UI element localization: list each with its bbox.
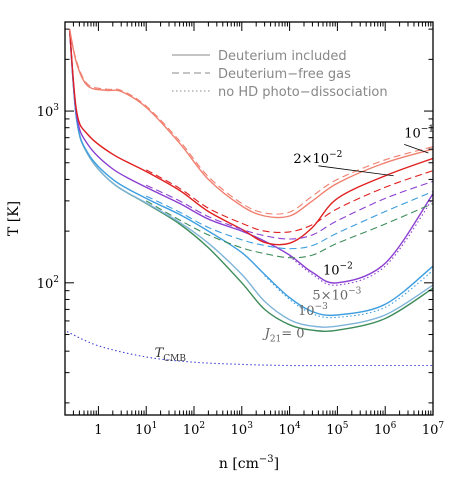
- series-line-8-dashed: [145, 180, 433, 240]
- legend-label: Deuterium included: [218, 49, 347, 64]
- curve-annotation-0: 10−1: [404, 125, 434, 142]
- series-line-2-solid: [68, 29, 433, 317]
- ticks-group: 1 101 102 103 104 105 106 107 102 103: [37, 22, 445, 438]
- annotations-group: 10−1 2×10−2 10−2 5×10−310−3 J21= 0 TCMB: [155, 125, 434, 364]
- x-tick-label: 105: [326, 421, 349, 438]
- series-line-12-dotted: [264, 270, 433, 319]
- series-line-9-dashed: [145, 169, 433, 234]
- series-line-4-solid: [68, 29, 433, 246]
- x-tick-label: 103: [231, 421, 254, 438]
- x-tick-label: 104: [278, 421, 301, 438]
- annotation-leader: [318, 165, 394, 177]
- series-line-3-solid: [68, 29, 433, 284]
- y-tick-label: 102: [37, 275, 59, 292]
- curve-annotation-2: 10−2: [323, 261, 353, 278]
- x-axis-label: n [cm−3]: [219, 454, 279, 472]
- x-tick-label: 1: [94, 423, 102, 438]
- x-tick-label: 107: [422, 421, 445, 438]
- plot-frame: [64, 21, 434, 416]
- legend: Deuterium included Deuterium−free gas no H…: [172, 49, 388, 100]
- series-line-10-dashed: [69, 28, 433, 215]
- curves-group: [66, 28, 433, 367]
- annotation-leader: [404, 143, 429, 154]
- curve-annotation-4: 10−3: [298, 302, 328, 319]
- y-axis-label: T [K]: [6, 201, 22, 236]
- y-tick-label: 103: [37, 103, 60, 120]
- series-line-5-solid: [68, 28, 433, 219]
- curve-annotation-5: J21= 0: [262, 327, 305, 345]
- legend-label: no HD photo−dissociation: [218, 85, 388, 100]
- curve-annotation-3: 5×10−3: [312, 286, 361, 303]
- curve-annotation-6: TCMB: [155, 346, 187, 364]
- legend-label: Deuterium−free gas: [218, 67, 351, 82]
- series-line-13-dotted: [66, 331, 433, 367]
- x-tick-label: 106: [374, 421, 397, 438]
- x-tick-label: 101: [135, 421, 157, 438]
- curve-annotation-1: 2×10−2: [293, 150, 342, 167]
- series-line-6-dashed: [145, 200, 433, 259]
- series-line-11-dotted: [289, 198, 433, 286]
- x-tick-label: 102: [183, 421, 205, 438]
